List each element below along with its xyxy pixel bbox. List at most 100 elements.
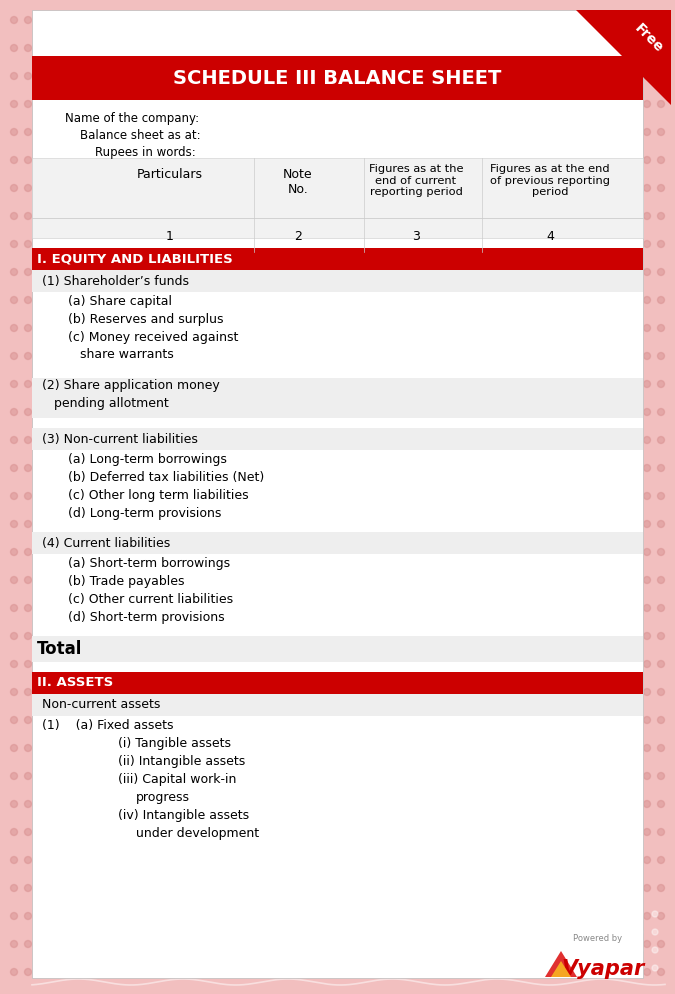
Circle shape [643,100,651,107]
Circle shape [11,689,18,696]
Circle shape [643,745,651,751]
Circle shape [11,632,18,639]
Circle shape [643,717,651,724]
Circle shape [24,268,32,275]
Circle shape [643,185,651,192]
Text: (c) Money received against: (c) Money received against [68,330,238,344]
Text: 2: 2 [294,230,302,243]
Circle shape [24,17,32,24]
Text: II. ASSETS: II. ASSETS [37,677,113,690]
FancyBboxPatch shape [32,248,643,270]
Circle shape [637,929,643,935]
Circle shape [24,213,32,220]
Text: Vyapar: Vyapar [562,959,645,979]
Circle shape [657,632,664,639]
Circle shape [24,128,32,135]
FancyBboxPatch shape [32,694,643,716]
Circle shape [24,353,32,360]
Text: Non-current assets: Non-current assets [42,699,161,712]
Circle shape [657,968,664,975]
Circle shape [24,604,32,611]
Circle shape [657,772,664,779]
Circle shape [657,268,664,275]
Circle shape [657,436,664,443]
Circle shape [24,381,32,388]
Circle shape [657,213,664,220]
Text: (b) Trade payables: (b) Trade payables [68,575,184,587]
Circle shape [11,241,18,248]
Circle shape [24,829,32,836]
FancyBboxPatch shape [32,672,643,694]
Text: (1)    (a) Fixed assets: (1) (a) Fixed assets [42,719,173,732]
Text: Balance sheet as at:: Balance sheet as at: [80,129,200,142]
Circle shape [657,296,664,303]
Circle shape [657,381,664,388]
Circle shape [657,100,664,107]
Circle shape [11,549,18,556]
Text: (ii) Intangible assets: (ii) Intangible assets [118,754,245,767]
Circle shape [24,296,32,303]
Circle shape [643,17,651,24]
Circle shape [643,73,651,80]
Circle shape [643,268,651,275]
Circle shape [24,73,32,80]
Circle shape [24,241,32,248]
Text: share warrants: share warrants [80,349,173,362]
Circle shape [24,857,32,864]
Text: 4: 4 [546,230,554,243]
Circle shape [11,968,18,975]
Circle shape [11,912,18,919]
Text: Note
No.: Note No. [284,168,313,196]
Circle shape [11,745,18,751]
Circle shape [637,947,643,953]
Circle shape [11,940,18,947]
Text: (c) Other current liabilities: (c) Other current liabilities [68,592,233,605]
Circle shape [652,911,658,917]
Circle shape [11,381,18,388]
Circle shape [643,940,651,947]
Circle shape [643,885,651,892]
Circle shape [24,577,32,583]
Circle shape [657,492,664,500]
Circle shape [24,324,32,332]
Circle shape [11,100,18,107]
Circle shape [657,912,664,919]
Text: Figures as at the end
of previous reporting
period: Figures as at the end of previous report… [490,164,610,197]
Text: pending allotment: pending allotment [54,398,169,411]
Circle shape [643,492,651,500]
Circle shape [643,213,651,220]
Circle shape [11,492,18,500]
Circle shape [11,213,18,220]
Circle shape [643,296,651,303]
Circle shape [637,911,643,917]
Circle shape [657,660,664,668]
Circle shape [643,436,651,443]
FancyBboxPatch shape [32,378,643,418]
Circle shape [24,940,32,947]
Circle shape [24,745,32,751]
Circle shape [11,604,18,611]
Circle shape [657,464,664,471]
Text: (2) Share application money: (2) Share application money [42,380,220,393]
Circle shape [657,940,664,947]
Text: Rupees in words:: Rupees in words: [95,146,196,159]
Circle shape [643,800,651,807]
Circle shape [637,965,643,971]
FancyBboxPatch shape [32,532,643,554]
Circle shape [643,241,651,248]
Text: 1: 1 [166,230,174,243]
Circle shape [24,800,32,807]
Circle shape [657,604,664,611]
Circle shape [643,409,651,415]
Circle shape [657,717,664,724]
Circle shape [24,100,32,107]
Circle shape [643,857,651,864]
Circle shape [643,829,651,836]
Circle shape [11,324,18,332]
Circle shape [11,577,18,583]
Circle shape [657,241,664,248]
Circle shape [11,185,18,192]
FancyBboxPatch shape [32,428,643,450]
Text: I. EQUITY AND LIABILITIES: I. EQUITY AND LIABILITIES [37,252,233,265]
Circle shape [657,45,664,52]
